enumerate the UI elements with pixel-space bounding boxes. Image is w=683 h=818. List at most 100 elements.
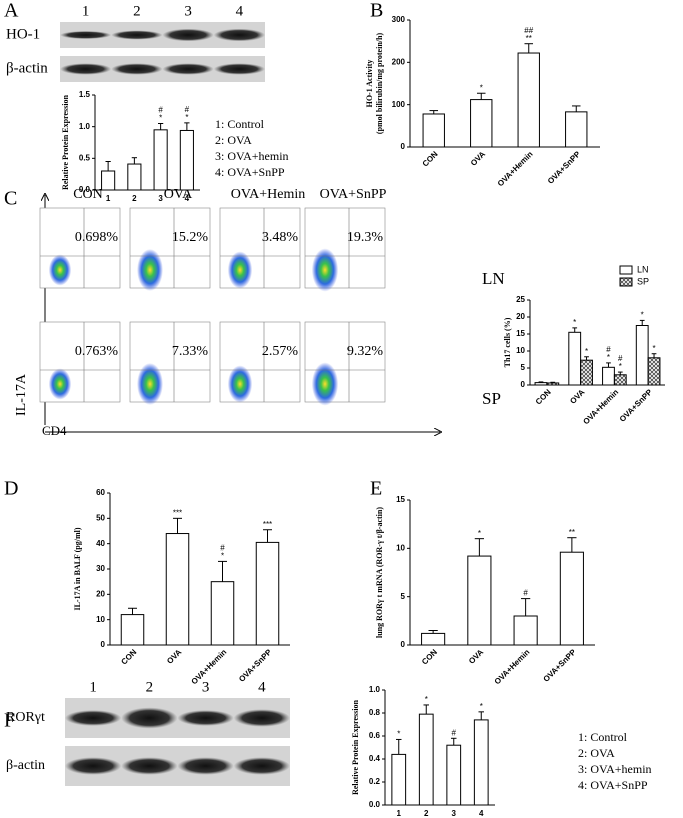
x-tick-label: 2 — [424, 809, 429, 818]
panel-label: F — [4, 710, 15, 732]
legend-swatch — [619, 265, 633, 275]
blot-band — [65, 710, 122, 726]
x-tick-label: CON — [534, 387, 553, 406]
y-axis-label: IL-17A in BALF (pg/ml) — [73, 527, 82, 610]
panel-label: E — [370, 478, 382, 500]
axis-label: CD4 — [42, 423, 67, 438]
legend-text: 4: OVA+SnPP — [215, 165, 285, 179]
lane-label: 2 — [146, 679, 154, 695]
bar — [517, 52, 540, 148]
bar — [470, 99, 493, 148]
x-tick-label: OVA+SnPP — [541, 647, 578, 684]
x-tick-label: 3 — [158, 194, 163, 203]
y-tick-label: 0 — [101, 640, 106, 649]
blot-band — [213, 28, 265, 42]
significance-mark: # — [158, 106, 163, 115]
bar — [165, 533, 190, 646]
panel-label: B — [370, 0, 383, 22]
bar — [120, 614, 145, 646]
legend-text: 1: Control — [578, 730, 628, 744]
y-tick-label: 1.5 — [79, 90, 91, 99]
lane-label: 1 — [82, 3, 90, 19]
panel-label: A — [4, 0, 19, 22]
bar — [421, 632, 446, 646]
significance-mark: # — [606, 345, 611, 354]
cell-cloud — [137, 363, 163, 405]
y-tick-label: 0.0 — [369, 800, 381, 809]
y-tick-label: 30 — [96, 564, 105, 573]
x-tick-label: 1 — [397, 809, 402, 818]
bar — [422, 113, 445, 148]
y-tick-label: 0.4 — [369, 754, 381, 763]
cell-cloud — [137, 249, 163, 291]
quadrant-percent: 0.698% — [75, 230, 119, 245]
x-tick-label: OVA+SnPP — [237, 647, 274, 684]
significance-mark: * — [641, 311, 644, 320]
blot-row-label: HO-1 — [6, 26, 40, 42]
blot-band — [121, 757, 178, 775]
significance-mark: * — [619, 362, 622, 371]
x-tick-label: OVA — [568, 387, 586, 405]
y-axis-label: HO-1 Activity — [365, 60, 374, 108]
y-tick-label: 15 — [516, 329, 525, 338]
lane-label: 4 — [258, 679, 266, 695]
lane-label: 3 — [202, 679, 210, 695]
x-tick-label: OVA+Hemin — [581, 387, 620, 426]
significance-mark: ** — [569, 528, 575, 537]
bar — [568, 331, 582, 386]
cell-cloud — [48, 368, 72, 400]
blot-band — [111, 30, 163, 40]
y-tick-label: 300 — [392, 15, 406, 24]
significance-mark: * — [159, 114, 162, 123]
lane-label: 1 — [89, 679, 97, 695]
blot-band — [177, 710, 234, 726]
significance-mark: ** — [526, 34, 532, 43]
y-tick-label: 5 — [401, 592, 406, 601]
y-tick-label: 200 — [392, 57, 406, 66]
lane-label: 4 — [236, 3, 244, 19]
lane-label: 2 — [133, 3, 141, 19]
y-tick-label: 0 — [401, 142, 406, 151]
y-tick-label: 0.6 — [369, 731, 381, 740]
legend-text: 2: OVA — [215, 133, 252, 147]
blot-row-label: β-actin — [6, 60, 48, 76]
legend-text: 4: OVA+SnPP — [578, 778, 648, 792]
significance-mark: * — [480, 702, 483, 711]
significance-mark: * — [397, 730, 400, 739]
blot-band — [162, 28, 214, 42]
blot-band — [65, 757, 122, 775]
x-tick-label: OVA+Hemin — [496, 149, 535, 188]
significance-mark: * — [478, 529, 481, 538]
significance-mark: * — [652, 344, 655, 353]
y-tick-label: 50 — [96, 513, 105, 522]
legend-text: 1: Control — [215, 117, 265, 131]
y-tick-label: 60 — [96, 488, 105, 497]
cell-cloud — [311, 248, 339, 292]
legend-text: 3: OVA+hemin — [578, 762, 652, 776]
y-tick-label: 20 — [516, 312, 525, 321]
y-axis-label: Th17 cells (%) — [503, 317, 512, 367]
significance-mark: * — [480, 83, 483, 92]
column-label: OVA — [164, 187, 193, 202]
blot-band — [177, 757, 234, 775]
y-tick-label: 0.8 — [369, 708, 381, 717]
x-tick-label: OVA — [467, 647, 485, 665]
bar — [418, 713, 434, 806]
x-tick-label: OVA+Hemin — [493, 647, 532, 686]
bar — [473, 719, 489, 806]
y-tick-label: 20 — [96, 589, 105, 598]
cell-cloud — [227, 251, 253, 289]
bar — [534, 382, 548, 386]
y-tick-label: 15 — [396, 495, 405, 504]
bar — [210, 581, 235, 646]
quadrant-percent: 2.57% — [262, 344, 299, 359]
quadrant-percent: 19.3% — [347, 230, 384, 245]
significance-mark: *** — [263, 520, 272, 529]
significance-mark: ## — [524, 26, 533, 35]
quadrant-percent: 15.2% — [172, 230, 209, 245]
y-tick-label: 1.0 — [79, 122, 91, 131]
cell-cloud — [311, 362, 339, 406]
y-axis-label: (pmol bilirubin/mg protein/h) — [375, 33, 384, 135]
blot-band — [60, 30, 112, 40]
